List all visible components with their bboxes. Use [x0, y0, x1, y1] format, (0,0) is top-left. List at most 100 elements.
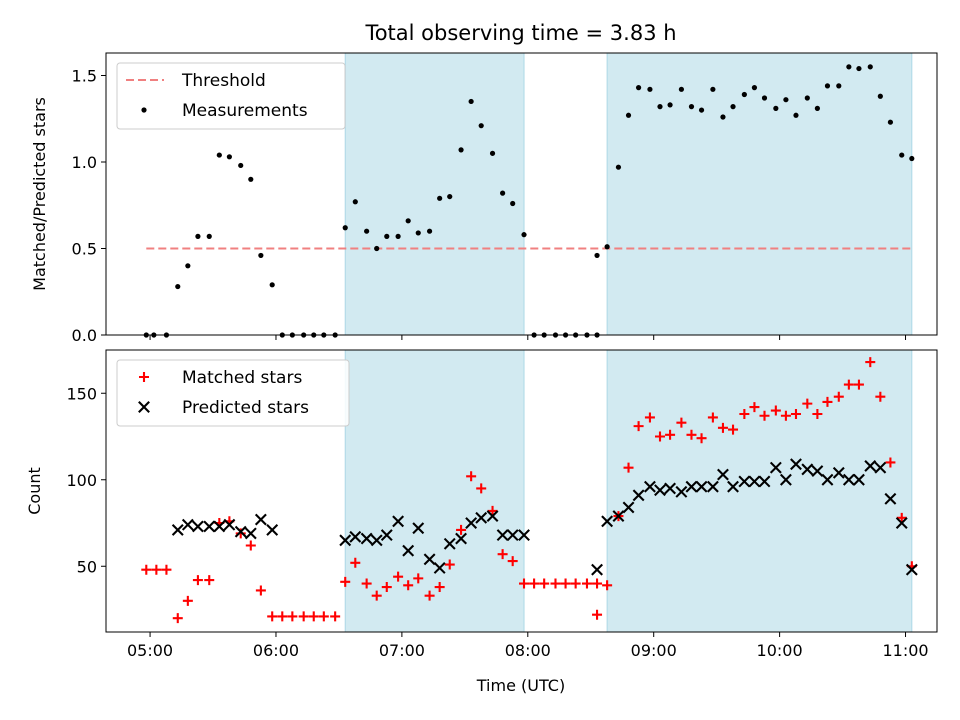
- data-point: [444, 559, 455, 570]
- data-point: [415, 230, 421, 236]
- data-point: [730, 104, 736, 110]
- data-point: [395, 233, 401, 239]
- data-point: [909, 155, 915, 162]
- data-point: [759, 410, 770, 421]
- data-point: [632, 489, 645, 502]
- data-point: [655, 431, 665, 442]
- data-point: [717, 422, 728, 433]
- y-tick-label: 100: [66, 471, 97, 490]
- data-point: [592, 609, 603, 620]
- ratio-panel-frame: [105, 52, 938, 336]
- data-point: [821, 473, 834, 486]
- data-point: [456, 524, 467, 535]
- data-point: [633, 421, 644, 432]
- data-point: [360, 532, 373, 545]
- data-point: [489, 150, 496, 156]
- counts-legend: Matched stars Predicted stars: [116, 359, 350, 427]
- data-point: [298, 611, 309, 622]
- data-point: [811, 465, 824, 478]
- data-point: [758, 475, 771, 488]
- data-point: [874, 461, 887, 474]
- observing-interval-shade: [606, 52, 913, 336]
- data-point: [896, 512, 907, 523]
- observing-intervals: [344, 349, 913, 633]
- data-point: [738, 475, 751, 488]
- x-tick-label: 06:00: [253, 641, 299, 660]
- ratio-legend: Threshold Measurements: [116, 62, 346, 130]
- x-tick-label: 07:00: [379, 641, 425, 660]
- data-point: [728, 424, 739, 435]
- legend-marker: [141, 107, 147, 113]
- data-point: [437, 195, 443, 201]
- data-point: [245, 540, 256, 551]
- data-point: [592, 578, 603, 589]
- data-point: [678, 86, 685, 92]
- data-point: [175, 283, 181, 290]
- data-point: [615, 164, 622, 170]
- data-point: [433, 562, 446, 574]
- observing-interval-shade: [344, 349, 525, 633]
- data-point: [770, 405, 781, 416]
- data-point: [330, 611, 341, 622]
- data-point: [487, 505, 498, 516]
- data-point: [814, 105, 820, 111]
- data-point: [500, 190, 506, 196]
- x-tick-label: 10:00: [757, 641, 803, 660]
- data-point: [234, 525, 247, 538]
- data-point: [602, 580, 613, 591]
- data-point: [349, 530, 362, 543]
- data-point: [318, 611, 329, 622]
- y-tick-label: 150: [66, 384, 97, 403]
- data-point: [226, 154, 232, 160]
- counts-panel: 05:00 06:00 07:00 08:00 09:00 10:00 11:00 50 100…: [66, 349, 938, 660]
- data-point: [812, 409, 823, 420]
- data-point: [466, 471, 477, 482]
- data-point: [657, 104, 663, 110]
- data-point: [191, 520, 204, 533]
- x-axis-label: Time (UTC): [476, 676, 565, 695]
- data-point: [622, 501, 635, 514]
- data-point: [455, 532, 468, 545]
- y-tick-label: 50: [77, 557, 97, 576]
- data-point: [216, 152, 222, 158]
- data-point: [707, 412, 718, 423]
- legend-box: [116, 359, 350, 427]
- y-tick-label: 1.5: [72, 66, 97, 85]
- data-point: [248, 176, 254, 182]
- data-point: [793, 112, 799, 118]
- legend-marker: [138, 401, 150, 413]
- data-point: [887, 119, 894, 125]
- data-point: [308, 611, 319, 622]
- data-point: [623, 462, 634, 473]
- data-point: [695, 480, 708, 493]
- y-tick-label: 1.0: [72, 153, 97, 172]
- data-point: [206, 233, 212, 239]
- data-point: [739, 409, 750, 420]
- data-point: [496, 529, 509, 542]
- data-point: [591, 563, 603, 576]
- data-point: [342, 225, 348, 231]
- data-point: [852, 473, 865, 486]
- data-point: [204, 575, 215, 586]
- data-point: [905, 563, 918, 576]
- data-point: [688, 104, 695, 110]
- data-point: [235, 528, 246, 539]
- data-point: [853, 379, 864, 390]
- data-point: [424, 590, 435, 601]
- counts-axes: 05:00 06:00 07:00 08:00 09:00 10:00 11:00 50 100…: [66, 384, 928, 660]
- data-point: [581, 578, 592, 589]
- data-point: [790, 409, 801, 420]
- data-point: [192, 575, 203, 586]
- data-point: [836, 83, 842, 89]
- data-point: [676, 417, 687, 428]
- data-point: [468, 98, 474, 105]
- data-point: [287, 611, 298, 622]
- data-point: [843, 379, 854, 390]
- data-point: [426, 228, 433, 234]
- data-point: [865, 357, 876, 368]
- data-point: [141, 564, 152, 575]
- data-point: [478, 123, 484, 129]
- data-point: [497, 549, 508, 560]
- data-point: [643, 480, 656, 493]
- data-point: [465, 517, 478, 529]
